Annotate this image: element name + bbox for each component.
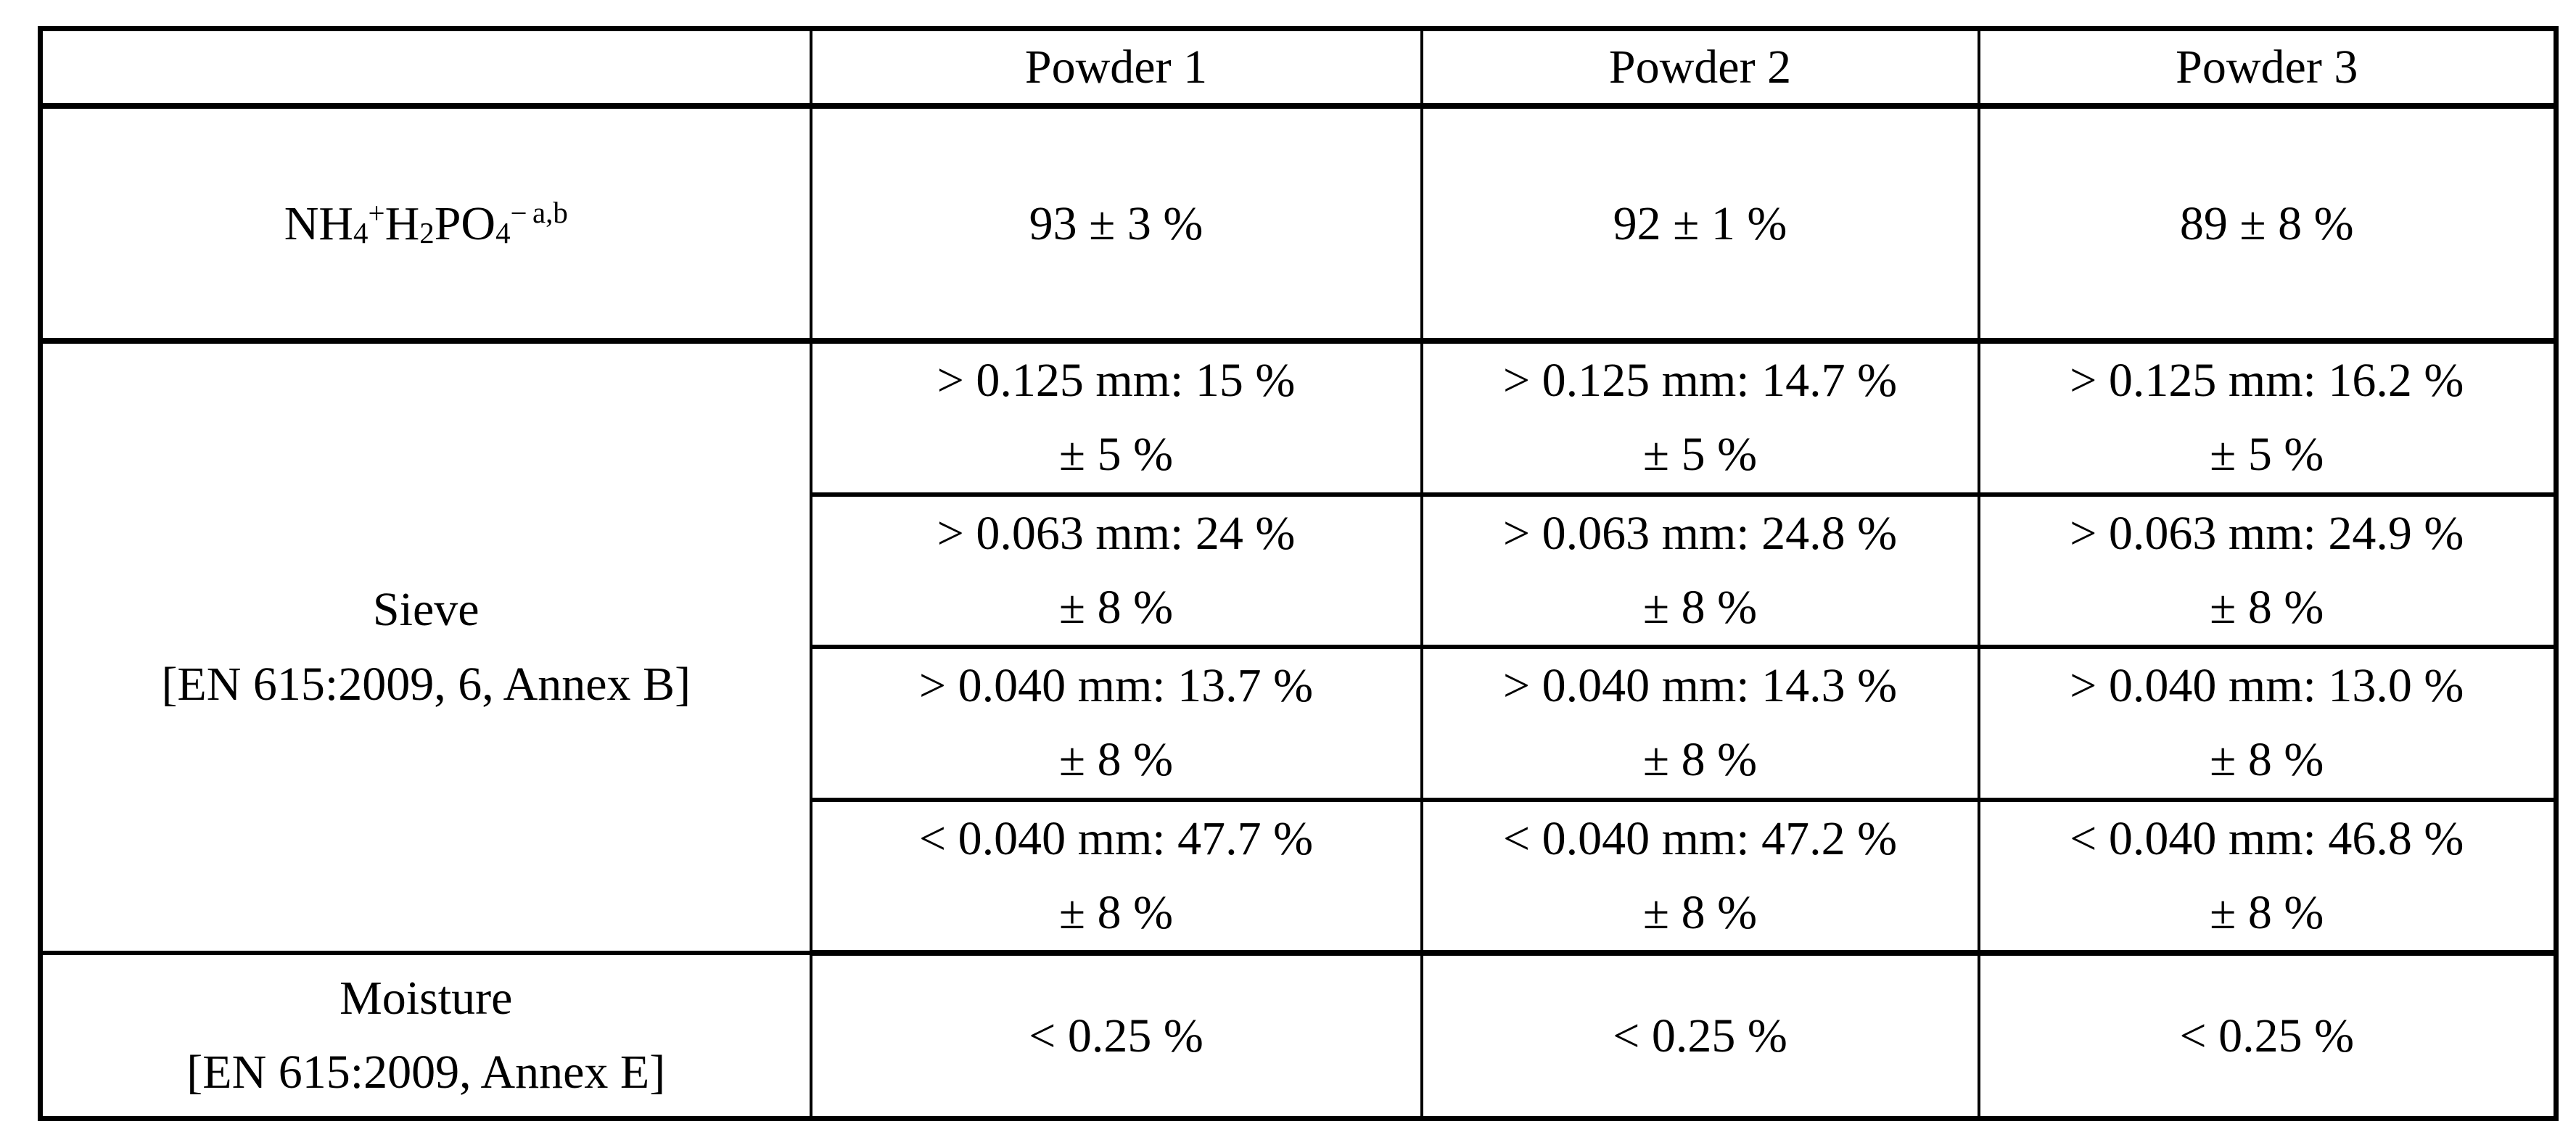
sieve-0063-powder-3: > 0.063 mm: 24.9 % ± 8 % — [1977, 494, 2558, 650]
column-header-powder-3: Powder 3 — [1977, 28, 2558, 109]
composition-value-powder-2: 92 ± 1 % — [1420, 106, 1980, 344]
sieve-gt0040-powder-2: > 0.040 mm: 14.3 % ± 8 % — [1420, 647, 1980, 802]
sieve-0063-powder-1: > 0.063 mm: 24 % ± 8 % — [809, 494, 1423, 650]
header-empty-cell — [38, 28, 812, 109]
sieve-lt0040-powder-3: < 0.040 mm: 46.8 % ± 8 % — [1977, 799, 2558, 957]
sieve-subrow-gt0040: > 0.040 mm: 13.7 % ± 8 % > 0.040 mm: 14.… — [41, 647, 2558, 802]
sieve-subrow-0063: > 0.063 mm: 24 % ± 8 % > 0.063 mm: 24.8 … — [41, 494, 2558, 650]
sieve-0063-powder-2: > 0.063 mm: 24.8 % ± 8 % — [1420, 494, 1980, 650]
footnote-marker: a,b — [532, 197, 568, 229]
moisture-value-powder-2: < 0.25 % — [1420, 953, 1980, 1119]
moisture-value-powder-1: < 0.25 % — [809, 953, 1423, 1119]
moisture-label-cell: Moisture [EN 615:2009, Annex E] — [38, 953, 812, 1119]
sieve-0125-powder-2: > 0.125 mm: 14.7 % ± 5 % — [1420, 341, 1980, 497]
moisture-value-powder-3: < 0.25 % — [1977, 953, 2558, 1119]
composition-formula-cell: NH4+H2PO4− a,b — [38, 106, 812, 344]
column-header-powder-1: Powder 1 — [809, 28, 1423, 109]
column-header-powder-2: Powder 2 — [1420, 28, 1980, 109]
sieve-lt0040-powder-2: < 0.040 mm: 47.2 % ± 8 % — [1420, 799, 1980, 957]
sieve-label: Sieve — [372, 583, 480, 637]
sieve-gt0040-powder-1: > 0.040 mm: 13.7 % ± 8 % — [809, 647, 1423, 802]
composition-value-powder-1: 93 ± 3 % — [809, 106, 1423, 344]
header-row: Powder 1 Powder 2 Powder 3 — [38, 28, 2558, 109]
powder-properties-table: Powder 1 Powder 2 Powder 3 NH4+H2PO4− a,b… — [38, 26, 2559, 1121]
sieve-lt0040-powder-1: < 0.040 mm: 47.7 % ± 8 % — [809, 799, 1423, 957]
moisture-row: Moisture [EN 615:2009, Annex E] < 0.25 %… — [38, 953, 2558, 1119]
composition-value-powder-3: 89 ± 8 % — [1977, 106, 2558, 344]
moisture-standard-reference: [EN 615:2009, Annex E] — [186, 1046, 666, 1099]
powder-properties-table-container: Powder 1 Powder 2 Powder 3 NH4+H2PO4− a,b… — [38, 26, 2559, 1121]
sieve-subrow-0125: Sieve [EN 615:2009, 6, Annex B] > 0.125 … — [38, 341, 2558, 956]
sieve-0125-powder-3: > 0.125 mm: 16.2 % ± 5 % — [1977, 341, 2558, 497]
sieve-label-cell: Sieve [EN 615:2009, 6, Annex B] — [38, 341, 812, 956]
moisture-label: Moisture — [340, 971, 513, 1025]
composition-row: NH4+H2PO4− a,b 93 ± 3 % 92 ± 1 % 89 ± 8 % — [38, 106, 2558, 344]
nh4h2po4-formula: NH4+H2PO4− a,b — [284, 197, 568, 250]
sieve-standard-reference: [EN 615:2009, 6, Annex B] — [161, 657, 691, 711]
sieve-gt0040-powder-3: > 0.040 mm: 13.0 % ± 8 % — [1977, 647, 2558, 802]
sieve-subrow-lt0040: < 0.040 mm: 47.7 % ± 8 % < 0.040 mm: 47.… — [41, 799, 2558, 957]
sieve-0125-powder-1: > 0.125 mm: 15 % ± 5 % — [809, 341, 1423, 497]
